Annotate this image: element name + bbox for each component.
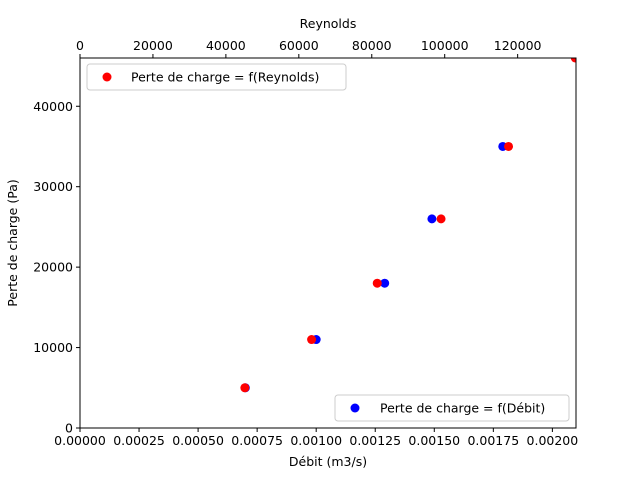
x-axis-ticks: 0.00000 0.00025 0.00050 0.00075 0.00100 0.001… — [54, 428, 578, 448]
y-axis-label: Perte de charge (Pa) — [5, 179, 20, 306]
reynolds-point — [504, 141, 514, 151]
reynolds-point — [570, 58, 576, 63]
x-tick-label: 0.00150 — [408, 433, 460, 448]
x2-tick-label: 40000 — [206, 38, 246, 53]
x2-axis-ticks: 0 20000 40000 60000 80000 100000 120000 — [76, 38, 542, 58]
x-axis-label: Débit (m3/s) — [289, 454, 367, 469]
x-tick-label: 0.00175 — [467, 433, 519, 448]
y-tick-label: 30000 — [33, 179, 73, 194]
debit-point — [427, 214, 437, 224]
y-tick-label: 20000 — [33, 260, 73, 275]
legend-debit: Perte de charge = f(Débit) — [334, 394, 570, 422]
reynolds-point — [436, 214, 446, 224]
x2-tick-label: 20000 — [133, 38, 173, 53]
x-tick-label: 0.00075 — [231, 433, 283, 448]
legend-reynolds: Perte de charge = f(Reynolds) — [86, 63, 347, 91]
y-tick-label: 0 — [65, 421, 73, 436]
x2-tick-label: 80000 — [352, 38, 392, 53]
legend-reynolds-label: Perte de charge = f(Reynolds) — [131, 70, 319, 85]
reynolds-point — [240, 383, 250, 393]
y-tick-label: 40000 — [33, 99, 73, 114]
x2-tick-label: 100000 — [421, 38, 469, 53]
legend-red-marker — [102, 72, 112, 82]
y-tick-label: 10000 — [33, 340, 73, 355]
x-tick-label: 0.00200 — [527, 433, 579, 448]
legend-debit-label: Perte de charge = f(Débit) — [380, 401, 545, 416]
reynolds-point — [307, 335, 317, 345]
x2-tick-label: 60000 — [279, 38, 319, 53]
plot-frame — [79, 57, 577, 429]
x-tick-label: 0.00100 — [290, 433, 342, 448]
x2-tick-label: 120000 — [494, 38, 542, 53]
x-tick-label: 0.00000 — [54, 433, 106, 448]
reynolds-point — [372, 278, 382, 288]
legend-blue-marker — [350, 403, 360, 413]
x2-tick-label: 0 — [76, 38, 84, 53]
debit-point — [380, 278, 390, 288]
x-tick-label: 0.00025 — [113, 433, 165, 448]
reynolds-series-points — [240, 58, 576, 393]
x-tick-label: 0.00050 — [172, 433, 224, 448]
x2-axis-label: Reynolds — [300, 16, 357, 31]
y-axis-ticks: 0 10000 20000 30000 40000 — [33, 99, 80, 436]
x-tick-label: 0.00125 — [349, 433, 401, 448]
